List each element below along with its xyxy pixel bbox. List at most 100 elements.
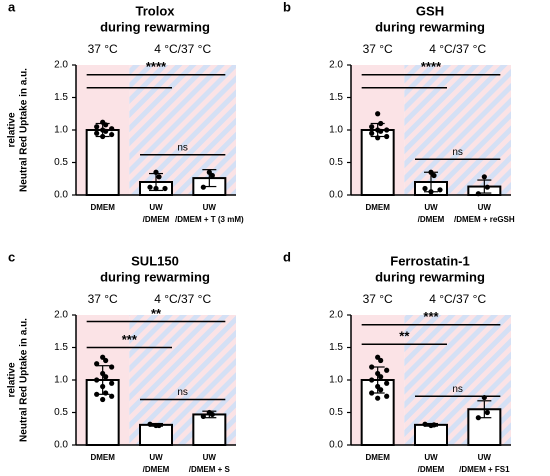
panel-letter: a — [8, 0, 16, 14]
data-point — [369, 377, 375, 383]
data-point — [475, 191, 481, 197]
chart-title: during rewarming — [375, 269, 485, 284]
bar — [192, 413, 227, 447]
significance-label: ns — [452, 384, 463, 395]
y-axis-label: relative — [7, 362, 18, 397]
y-tick-label: 1.5 — [329, 342, 343, 353]
y-tick-label: 0.0 — [54, 440, 68, 451]
y-tick-label: 2.0 — [329, 310, 343, 321]
data-point — [209, 411, 215, 418]
significance-label: ns — [177, 387, 188, 398]
data-point — [103, 390, 109, 396]
data-point — [109, 380, 115, 386]
data-point — [94, 361, 100, 367]
significance-label: ** — [151, 306, 162, 321]
significance-label: *** — [423, 309, 439, 324]
significance-label: *** — [122, 332, 138, 347]
data-point — [431, 422, 437, 428]
x-tick-label: UW — [478, 203, 492, 212]
data-point — [103, 122, 109, 128]
data-point — [100, 133, 106, 140]
data-point — [162, 185, 168, 192]
significance-label: ** — [399, 329, 410, 344]
data-point — [109, 131, 115, 138]
data-point — [94, 391, 100, 397]
chart-title: during rewarming — [100, 269, 210, 284]
y-tick-label: 0.0 — [54, 190, 68, 201]
y-tick-label: 2.0 — [54, 310, 68, 321]
x-tick-label: DMEM — [90, 453, 115, 462]
region-label: 37 °C — [88, 42, 118, 56]
x-tick-label: UW — [424, 203, 438, 212]
chart-title: Ferrostatin-1 — [390, 253, 469, 268]
data-point — [384, 127, 390, 133]
x-tick-label: UW — [149, 203, 163, 212]
y-tick-label: 0.5 — [54, 157, 68, 168]
data-point — [378, 387, 384, 393]
x-tick-label: /DMEM + reGSH — [454, 215, 515, 224]
data-point — [384, 133, 390, 140]
data-point — [103, 374, 109, 380]
x-tick-label: UW — [478, 453, 492, 462]
x-tick-label: /DMEM + T (3 mM) — [175, 215, 244, 224]
data-point — [153, 169, 159, 175]
data-point — [481, 174, 487, 180]
x-tick-label: DMEM — [365, 453, 390, 462]
y-tick-label: 0.0 — [329, 190, 343, 201]
x-tick-label: DMEM — [90, 203, 115, 212]
x-tick-label: UW — [203, 453, 217, 462]
y-tick-label: 2.0 — [54, 60, 68, 71]
data-point — [384, 380, 390, 386]
data-point — [369, 364, 375, 370]
data-point — [437, 187, 443, 193]
data-point — [384, 367, 390, 373]
y-tick-label: 1.5 — [329, 92, 343, 103]
data-point — [103, 357, 109, 364]
data-point — [156, 174, 162, 180]
data-point — [428, 189, 434, 195]
data-point — [378, 128, 384, 134]
data-point — [422, 421, 428, 427]
data-point — [369, 124, 375, 130]
significance-label: ns — [452, 147, 463, 158]
x-tick-label: /DMEM + FS1 — [459, 465, 510, 474]
data-point — [109, 126, 115, 132]
data-point — [484, 184, 490, 190]
chart-title: SUL150 — [131, 253, 179, 268]
data-point — [375, 111, 381, 117]
region-label: 4 °C/37 °C — [429, 42, 486, 56]
chart-title: GSH — [416, 3, 444, 18]
data-point — [378, 374, 384, 380]
x-tick-label: UW — [424, 453, 438, 462]
significance-label: **** — [421, 59, 442, 74]
region-label: 37 °C — [363, 292, 393, 306]
region-label: 4 °C/37 °C — [154, 42, 211, 56]
region-label: 37 °C — [88, 292, 118, 306]
x-tick-label: DMEM — [365, 203, 390, 212]
y-axis-label: relative — [7, 112, 18, 147]
y-axis-label: Neutral Red Uptake in a.u. — [19, 318, 30, 442]
y-tick-label: 1.5 — [54, 92, 68, 103]
data-point — [156, 422, 162, 429]
data-point — [200, 184, 206, 190]
region-label: 37 °C — [363, 42, 393, 56]
x-tick-label: /DMEM — [143, 465, 170, 474]
x-tick-label: /DMEM — [418, 215, 445, 224]
x-tick-label: /DMEM — [143, 215, 170, 224]
data-point — [209, 172, 215, 179]
y-tick-label: 0.5 — [329, 407, 343, 418]
x-tick-label: /DMEM — [418, 465, 445, 474]
data-point — [375, 395, 381, 401]
data-point — [484, 409, 490, 416]
panel-letter: d — [283, 249, 291, 264]
panel-letter: c — [8, 249, 15, 264]
y-tick-label: 1.0 — [54, 375, 68, 386]
data-point — [94, 377, 100, 383]
data-point — [109, 393, 115, 399]
data-point — [103, 128, 109, 134]
region-bg — [404, 65, 511, 195]
data-point — [431, 172, 437, 179]
chart-title: during rewarming — [375, 19, 485, 34]
data-point — [378, 120, 384, 127]
